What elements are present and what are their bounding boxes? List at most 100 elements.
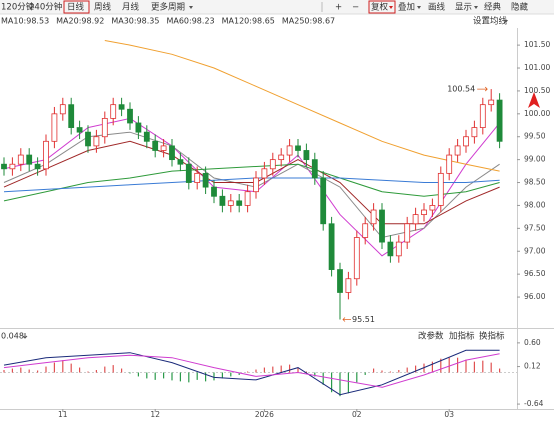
period-tab[interactable]: 月线 bbox=[122, 2, 140, 13]
candle-body bbox=[286, 145, 293, 156]
candle-body bbox=[236, 200, 243, 206]
candle-body bbox=[152, 140, 159, 151]
legend-entry: MA30:98.35 bbox=[111, 17, 159, 26]
candle-body bbox=[412, 214, 419, 225]
candle-body bbox=[227, 200, 234, 206]
indicator-button[interactable]: 改参数 bbox=[418, 331, 444, 342]
dropdown-caret bbox=[417, 6, 421, 9]
y-tick-label: 100.00 bbox=[524, 109, 550, 118]
legend-entry: MA10:98.53 bbox=[1, 17, 49, 26]
candle-body bbox=[93, 136, 100, 147]
candle-body bbox=[118, 104, 125, 110]
candle-body bbox=[177, 159, 184, 165]
tool-button[interactable]: + bbox=[335, 3, 342, 13]
dropdown-caret bbox=[389, 6, 393, 9]
x-tick-label: 2026 bbox=[255, 410, 274, 419]
candle-body bbox=[345, 278, 352, 293]
y-tick-label: 98.00 bbox=[524, 200, 546, 209]
tool-button[interactable]: 显示 bbox=[455, 3, 472, 13]
candle-body bbox=[362, 223, 369, 238]
moving-average-line bbox=[3, 163, 500, 202]
legend-entry: MA120:98.65 bbox=[222, 17, 275, 26]
candle-body bbox=[421, 209, 427, 216]
period-tab[interactable]: 更多周期 bbox=[151, 2, 185, 13]
candle-body bbox=[488, 99, 495, 106]
candle-body bbox=[463, 136, 469, 147]
candle-body bbox=[34, 163, 41, 170]
low-annotation: 95.51 bbox=[352, 315, 375, 324]
candle-body bbox=[269, 159, 276, 170]
candle-body bbox=[219, 195, 226, 206]
tool-button[interactable]: − bbox=[352, 3, 359, 13]
y-tick-label: 96.00 bbox=[524, 292, 546, 301]
y-tick-label: 0.12 bbox=[524, 362, 541, 371]
dropdown-caret bbox=[474, 6, 478, 9]
candle-body bbox=[303, 150, 310, 161]
active-tool-frame bbox=[368, 0, 396, 14]
candle-body bbox=[43, 140, 49, 170]
candle-body bbox=[337, 269, 343, 293]
y-tick-label: 99.50 bbox=[524, 132, 546, 141]
high-arrow bbox=[477, 86, 488, 92]
tool-button[interactable]: 叠加 bbox=[398, 2, 415, 13]
candle-body bbox=[26, 154, 33, 165]
macd-readout: 0.048 bbox=[1, 332, 24, 341]
x-tick-label: 02 bbox=[352, 410, 362, 419]
candle-body bbox=[437, 172, 444, 206]
macd-line bbox=[3, 353, 500, 388]
candle-body bbox=[278, 154, 285, 161]
candle-body bbox=[328, 223, 335, 270]
y-tick-label: 97.50 bbox=[524, 223, 546, 232]
legend-entry: MA250:98.67 bbox=[282, 17, 335, 26]
y-tick-label: 99.00 bbox=[524, 155, 546, 164]
candle-body bbox=[311, 159, 318, 179]
candle-body bbox=[17, 154, 24, 165]
period-tab[interactable]: 周线 bbox=[94, 2, 112, 13]
trend-arrow-icon bbox=[528, 92, 540, 108]
candle-body bbox=[101, 118, 108, 138]
low-arrow bbox=[342, 317, 351, 322]
period-tab[interactable]: 日线 bbox=[67, 2, 85, 13]
tool-button[interactable]: 复权 bbox=[371, 2, 389, 13]
candle-body bbox=[479, 104, 486, 128]
y-tick-label: 97.00 bbox=[524, 246, 546, 255]
indicator-button[interactable]: 换指标 bbox=[479, 331, 505, 342]
legend-entry: MA60:98.23 bbox=[166, 17, 214, 26]
candle-body bbox=[253, 177, 259, 193]
candle-body bbox=[110, 104, 117, 119]
tool-button[interactable]: 经典 bbox=[484, 2, 502, 13]
ma-settings[interactable]: 设置均线 bbox=[473, 16, 508, 27]
y-tick-label: 101.50 bbox=[524, 40, 550, 49]
candle-body bbox=[9, 163, 16, 170]
candle-body bbox=[446, 154, 453, 174]
period-tab[interactable]: 120分钟 bbox=[1, 2, 34, 13]
macd-line bbox=[3, 349, 500, 396]
period-tab[interactable]: 240分钟 bbox=[29, 2, 62, 13]
y-tick-label: 0.60 bbox=[524, 338, 541, 347]
x-tick-label: 03 bbox=[444, 410, 454, 419]
candle-body bbox=[211, 186, 217, 197]
candle-body bbox=[496, 99, 503, 142]
legend-entry: MA20:98.92 bbox=[56, 17, 104, 26]
candle-body bbox=[202, 172, 209, 188]
dropdown-caret bbox=[189, 6, 193, 9]
candle-body bbox=[261, 168, 268, 179]
candle-body bbox=[169, 145, 175, 161]
candle-body bbox=[370, 209, 377, 225]
candle-body bbox=[68, 104, 75, 128]
candle-body bbox=[51, 113, 58, 142]
high-annotation: 100.54 bbox=[447, 85, 475, 94]
candle-body bbox=[135, 122, 142, 133]
tool-button[interactable]: 画线 bbox=[428, 2, 446, 13]
indicator-button[interactable]: 加指标 bbox=[449, 331, 475, 342]
tool-button[interactable]: 隐藏 bbox=[511, 2, 529, 13]
candle-body bbox=[395, 241, 402, 257]
candle-body bbox=[320, 177, 327, 225]
candle-body bbox=[185, 163, 192, 183]
candle-body bbox=[295, 145, 301, 151]
candle-body bbox=[353, 237, 360, 280]
candle-body bbox=[387, 241, 394, 257]
candle-body bbox=[127, 108, 133, 124]
active-tab-frame bbox=[63, 0, 90, 14]
